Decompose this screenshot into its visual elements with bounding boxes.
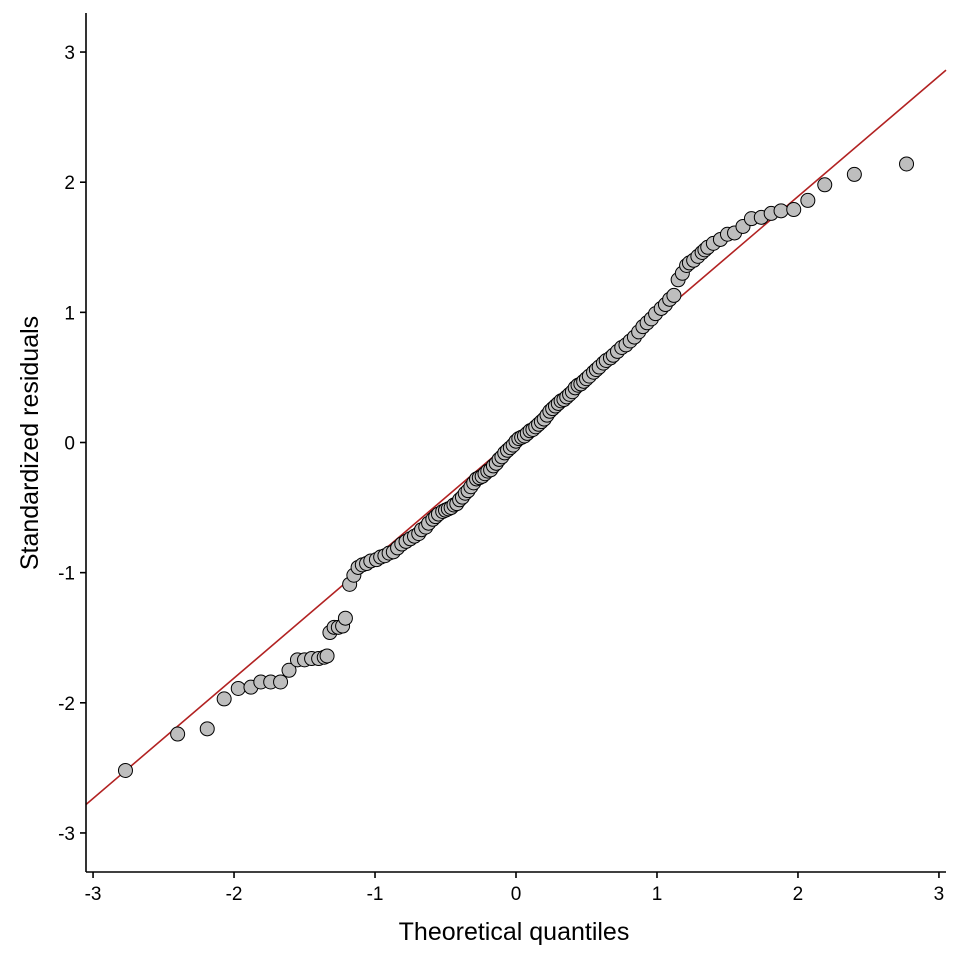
data-point <box>199 721 215 737</box>
y-tick-label: 1 <box>64 303 75 324</box>
y-tick-label: -1 <box>58 564 75 585</box>
data-point <box>230 680 246 696</box>
data-point <box>786 202 802 218</box>
y-ticks: -3 -2 -1 0 1 2 3 <box>58 43 86 845</box>
data-point <box>773 203 789 219</box>
y-tick-label: 0 <box>64 434 75 455</box>
data-point <box>817 177 833 193</box>
points-layer <box>117 156 915 778</box>
data-point <box>846 166 862 182</box>
y-tick-label: -2 <box>58 694 75 715</box>
data-point <box>319 648 335 664</box>
data-point <box>216 691 232 707</box>
data-point <box>800 192 816 208</box>
x-tick-label: 0 <box>511 884 522 905</box>
x-tick-label: 2 <box>793 884 804 905</box>
data-point <box>273 674 289 690</box>
data-point <box>117 762 133 778</box>
x-axis-title: Theoretical quantiles <box>399 918 630 946</box>
data-point <box>899 156 915 172</box>
x-tick-label: -3 <box>85 884 102 905</box>
data-point <box>337 610 353 626</box>
data-point <box>170 726 186 742</box>
x-ticks: -3 -2 -1 0 1 2 3 <box>85 872 945 905</box>
data-point <box>281 662 297 678</box>
y-tick-label: 2 <box>64 173 75 194</box>
x-tick-label: -2 <box>226 884 243 905</box>
y-tick-label: 3 <box>64 43 75 64</box>
x-tick-label: 3 <box>934 884 945 905</box>
y-tick-label: -3 <box>58 824 75 845</box>
x-tick-label: 1 <box>652 884 663 905</box>
x-tick-label: -1 <box>367 884 384 905</box>
y-axis-title: Standardized residuals <box>16 316 44 570</box>
data-point <box>666 287 682 303</box>
